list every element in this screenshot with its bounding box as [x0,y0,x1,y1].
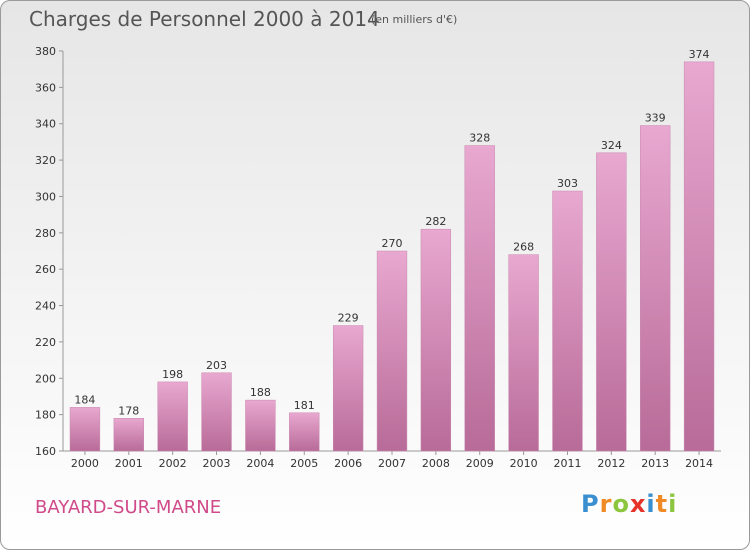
location-name: BAYARD-SUR-MARNE [35,497,222,518]
bar-value-label: 198 [162,368,183,381]
bar-value-label: 324 [601,139,622,152]
bar [508,254,539,452]
y-tick-label: 380 [35,45,56,58]
bar [332,325,364,452]
bar [245,399,276,452]
bar-value-label: 282 [425,215,446,228]
bar [157,381,188,452]
bar-value-label: 374 [689,48,710,61]
x-tick-label: 2011 [553,457,581,470]
bar-value-label: 303 [557,177,578,190]
x-tick-label: 2000 [71,457,99,470]
bar-value-label: 184 [74,393,95,406]
y-tick-label: 340 [35,118,56,131]
x-tick-label: 2010 [510,457,538,470]
bar-value-label: 268 [513,241,534,254]
logo-letter: t [655,490,669,518]
y-tick-label: 180 [35,409,56,422]
bar-value-label: 188 [250,386,271,399]
y-tick-label: 220 [35,336,56,349]
logo-letter: i [668,490,678,518]
bar [464,145,495,452]
axes: 160 180 200 220 240 260 280 300 320 340 360 380 2000… [35,45,721,470]
bar [596,152,627,452]
y-tick-label: 300 [35,190,56,203]
bar-value-label: 339 [645,112,666,125]
logo-letter: i [646,490,656,518]
y-tick-label: 160 [35,445,56,458]
bar-value-label: 328 [469,132,490,145]
y-tick-label: 260 [35,263,56,276]
logo-letter: r [599,490,613,518]
x-tick-label: 2008 [422,457,450,470]
y-tick-label: 320 [35,154,56,167]
bar [376,250,408,452]
x-tick-label: 2002 [159,457,187,470]
x-tick-label: 2005 [290,457,318,470]
bar-value-label: 270 [382,237,403,250]
bar-value-label: 181 [294,399,315,412]
bar [201,372,232,452]
bar [640,125,671,452]
proxiti-logo: Proxiti [581,490,677,518]
bar-value-label: 178 [118,404,139,417]
y-tick-label: 360 [35,81,56,94]
y-tick-label: 200 [35,372,56,385]
x-tick-label: 2012 [597,457,625,470]
bar [113,418,144,452]
logo-letter: o [612,490,630,518]
y-tick-label: 280 [35,227,56,240]
x-tick-label: 2003 [203,457,231,470]
x-tick-label: 2007 [378,457,406,470]
bar [552,190,583,452]
x-tick-label: 2013 [641,457,669,470]
bar [683,61,715,452]
chart-title: Charges de Personnel 2000 à 2014 [29,7,380,31]
bar-value-label: 203 [206,359,227,372]
x-tick-label: 2009 [466,457,494,470]
bar [289,412,320,452]
bar-value-label: 229 [338,312,359,325]
x-tick-label: 2006 [334,457,362,470]
logo-letter: x [629,490,647,518]
bar [420,228,452,452]
x-tick-label: 2004 [246,457,274,470]
bars-group: 184 178 198 203 188 181 229 270 282 328 268 303 324 3… [69,48,715,452]
x-tick-label: 2001 [115,457,143,470]
y-tick-label: 240 [35,300,56,313]
bar [69,407,101,452]
x-tick-label: 2014 [685,457,713,470]
chart-subtitle: (en milliers d'€) [371,13,458,26]
logo-letter: P [581,490,600,518]
